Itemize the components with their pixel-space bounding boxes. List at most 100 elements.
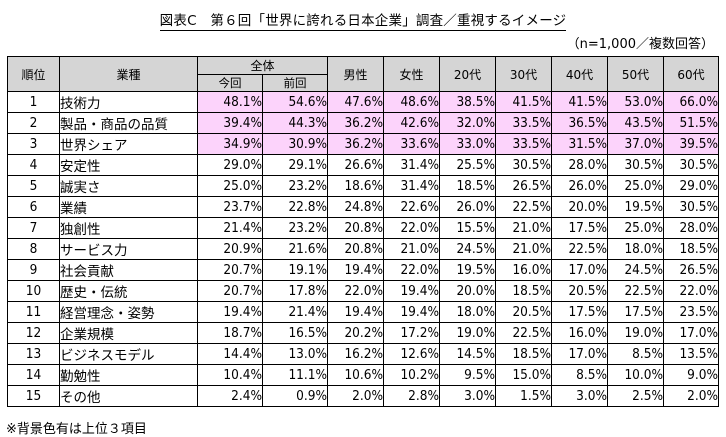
value-cell: 23.5% [663,301,720,323]
value-cell: 22.0% [383,217,441,239]
value-cell: 34.9% [197,133,263,155]
value-cell: 17.0% [663,322,720,344]
value-cell: 47.6% [327,91,385,113]
value-cell: 3.0% [439,385,497,407]
value-cell: 26.5% [663,259,720,281]
value-cell: 44.3% [261,112,329,134]
value-cell: 42.6% [383,112,441,134]
value-cell: 41.5% [551,91,609,113]
header-female: 女性 [383,56,441,92]
value-cell: 19.5% [607,196,665,218]
value-cell: 20.8% [327,217,385,239]
rank-cell: 3 [7,133,60,155]
value-cell: 19.4% [327,301,385,323]
rank-cell: 4 [7,154,60,176]
item-cell: その他 [59,385,198,407]
value-cell: 29.0% [197,154,263,176]
value-cell: 2.0% [327,385,385,407]
value-cell: 37.0% [607,133,665,155]
value-cell: 22.5% [607,280,665,302]
value-cell: 22.0% [327,280,385,302]
rank-cell: 9 [7,259,60,281]
value-cell: 3.0% [551,385,609,407]
value-cell: 26.5% [495,175,553,197]
table-row: 14 勤勉性 10.4% 11.1% 10.6% 10.2% 9.5% 15.0% 8.5% 10… [7,364,720,386]
rank-cell: 15 [7,385,60,407]
header-60s: 60代 [663,56,720,92]
header-rank: 順位 [7,56,60,92]
header-current: 今回 [197,74,263,92]
value-cell: 20.8% [327,238,385,260]
value-cell: 20.9% [197,238,263,260]
value-cell: 38.5% [439,91,497,113]
table-row: 3 世界シェア 34.9% 30.9% 36.2% 33.6% 33.0% 33.5% 31.5… [7,133,720,155]
value-cell: 21.4% [261,301,329,323]
value-cell: 30.9% [261,133,329,155]
value-cell: 26.0% [551,175,609,197]
rank-cell: 14 [7,364,60,386]
item-cell: 誠実さ [59,175,198,197]
value-cell: 24.5% [439,238,497,260]
value-cell: 17.5% [551,301,609,323]
item-cell: 業績 [59,196,198,218]
item-cell: 企業規模 [59,322,198,344]
value-cell: 51.5% [663,112,720,134]
value-cell: 22.5% [495,196,553,218]
value-cell: 48.1% [197,91,263,113]
value-cell: 10.0% [607,364,665,386]
value-cell: 39.5% [663,133,720,155]
value-cell: 2.8% [383,385,441,407]
rank-cell: 10 [7,280,60,302]
value-cell: 18.5% [495,280,553,302]
value-cell: 26.0% [439,196,497,218]
value-cell: 8.5% [607,343,665,365]
value-cell: 22.0% [383,259,441,281]
value-cell: 24.8% [327,196,385,218]
header-20s: 20代 [439,56,497,92]
value-cell: 18.5% [495,343,553,365]
item-cell: 独創性 [59,217,198,239]
value-cell: 21.0% [495,238,553,260]
value-cell: 12.6% [383,343,441,365]
value-cell: 9.5% [439,364,497,386]
value-cell: 41.5% [495,91,553,113]
header-40s: 40代 [551,56,609,92]
value-cell: 2.5% [607,385,665,407]
header-overall: 全体 [196,56,329,75]
value-cell: 17.2% [383,322,441,344]
table-row: 11 経営理念・姿勢 19.4% 21.4% 19.4% 19.4% 18.0% 20.5% 1… [7,301,720,323]
rank-cell: 8 [7,238,60,260]
item-cell: サービス力 [59,238,198,260]
item-cell: 製品・商品の品質 [59,112,198,134]
value-cell: 19.5% [439,259,497,281]
rank-cell: 1 [7,91,60,113]
table-row: 12 企業規模 18.7% 16.5% 20.2% 17.2% 19.0% 22.5% 16.0… [7,322,720,344]
value-cell: 36.2% [327,133,385,155]
table-row: 2 製品・商品の品質 39.4% 44.3% 36.2% 42.6% 32.0% 33.5% 3… [7,112,720,134]
value-cell: 1.5% [495,385,553,407]
item-cell: 安定性 [59,154,198,176]
value-cell: 18.0% [607,238,665,260]
table-body: 1 技術力 48.1% 54.6% 47.6% 48.6% 38.5% 41.5% 41.5% 5… [7,91,720,407]
value-cell: 29.0% [663,175,720,197]
value-cell: 10.4% [197,364,263,386]
value-cell: 16.0% [551,322,609,344]
value-cell: 28.0% [551,154,609,176]
value-cell: 22.0% [663,280,720,302]
value-cell: 21.4% [197,217,263,239]
figure-title: 図表C 第６回「世界に誇れる日本企業」調査／重視するイメージ [159,13,567,31]
value-cell: 54.6% [261,91,329,113]
sample-note: （n=1,000／複数回答） [566,37,714,52]
value-cell: 10.2% [383,364,441,386]
rank-cell: 7 [7,217,60,239]
value-cell: 2.4% [197,385,263,407]
value-cell: 19.4% [327,259,385,281]
value-cell: 22.5% [551,238,609,260]
value-cell: 19.4% [383,301,441,323]
value-cell: 13.0% [261,343,329,365]
item-cell: ビジネスモデル [59,343,198,365]
value-cell: 30.5% [663,154,720,176]
value-cell: 20.2% [327,322,385,344]
header-30s: 30代 [495,56,553,92]
value-cell: 17.8% [261,280,329,302]
